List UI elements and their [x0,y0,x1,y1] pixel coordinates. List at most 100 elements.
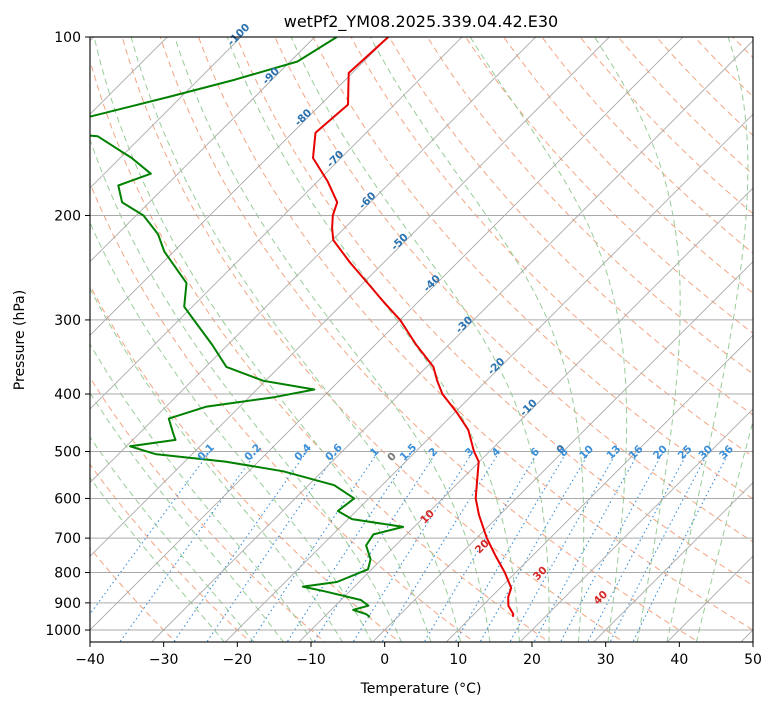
dry-adiabat-line [90,463,252,642]
dry-adiabat-line [503,37,753,294]
mixing-ratio-label: 3 [463,446,477,460]
dewpoint-profile-line [90,37,405,618]
isotherm-line [224,113,753,642]
isotherm-line [90,37,242,189]
isotherm-label: -70 [325,148,347,170]
x-axis-label: Temperature (°C) [360,681,482,697]
isotherm-line [90,37,316,263]
isotherm-line [150,40,753,642]
isotherm-line [445,334,753,642]
plot-frame [89,36,754,643]
mixing-ratio-line [90,451,211,616]
x-tick-label: 40 [670,652,688,668]
moist-adiabat-line [90,436,255,642]
mixing-ratio-label: 20 [651,443,670,462]
moist-adiabat-line [90,287,343,642]
dry-adiabat-line [617,37,753,176]
moist-adiabat-line [93,37,432,642]
x-tick-label: −40 [75,652,105,668]
dry-adiabat-line [771,37,775,645]
mixing-ratio-label: 25 [676,443,695,462]
dry-adiabat-line [236,37,753,587]
y-tick-label: 800 [54,566,81,582]
isotherm-line [90,37,684,631]
isotherm-label: -90 [260,65,282,87]
dry-adiabat-line [198,37,753,631]
moist-adiabat-line [369,37,585,642]
dry-adiabat-line [90,376,326,642]
mixing-ratio-line [423,451,539,642]
profile-series [90,37,515,618]
mixing-ratio-label: 30 [696,443,715,462]
isotherm-line [90,37,389,336]
dry-adiabat-line [388,37,753,416]
moist-adiabat-line [174,37,491,642]
mixing-ratio-label: 10 [577,443,596,462]
dry-adiabat-line [312,37,753,500]
isotherm-label: -100 [225,21,252,48]
mixing-ratio-label: 0.2 [242,442,264,464]
mixing-ratio-label: 1 [368,446,382,460]
x-tick-label: −30 [149,652,179,668]
mixing-ratio-label: 36 [717,443,736,462]
isotherm-line [90,37,610,557]
y-tick-label: 500 [54,444,81,460]
mixing-ratio-line [381,451,501,642]
y-tick-label: 300 [54,313,81,329]
moist-adiabat-line [594,37,681,642]
mixing-ratio-line [206,451,339,642]
y-ticks: 100 200 300 400 500 600 700 800 900 1000 [45,30,90,639]
isotherm-label: -50 [389,231,411,253]
mixing-ratio-line [559,451,664,642]
isotherm-line [90,37,537,484]
moist-adiabat-line [130,37,461,642]
mixing-ratio-label: 8 [557,446,571,460]
moist-adiabat-line [90,392,284,642]
mixing-ratio-label: 0.4 [292,442,314,464]
pressure-gridlines [90,37,753,631]
moist-adiabat-line [90,477,225,642]
moist-adiabat-line [469,37,628,642]
moist-adiabat-line [90,221,373,642]
y-tick-label: 1000 [45,623,81,639]
mixing-ratio-line [352,451,474,642]
dry-adiabat-line [426,37,753,375]
x-tick-label: −10 [296,652,326,668]
moist-adiabat-label: 10 [418,508,437,527]
mixing-ratio-line [609,451,710,642]
isotherm-line [90,37,463,410]
mixing-ratio-line [286,451,413,642]
mixing-ratio-line [313,451,438,642]
y-tick-label: 900 [54,596,81,612]
mixing-ratio-line [454,451,568,642]
y-tick-label: 400 [54,387,81,403]
x-tick-label: −20 [223,652,253,668]
moist-adiabat-line [226,37,520,642]
isotherm-line [519,408,753,642]
isotherm-line [298,187,753,642]
moist-adiabat-line [695,419,753,642]
x-tick-label: 10 [449,652,467,668]
x-ticks: −40 −30 −20 −10 0 10 20 30 40 50 [75,642,762,668]
mixing-ratio-label: 1.5 [398,442,420,464]
y-tick-label: 200 [54,209,81,225]
mixing-ratio-label: 6 [528,446,542,460]
dry-adiabat-line [465,37,753,334]
mixing-ratio-label: 13 [605,443,624,462]
isotherm-line [592,481,753,642]
isotherms [90,37,753,642]
temperature-profile-line [312,37,515,617]
isotherm-label: -40 [421,273,443,295]
y-tick-label: 100 [54,30,81,46]
isotherm-label: -60 [357,190,379,212]
moist-adiabats [90,37,753,642]
isotherm-label: -80 [292,107,314,129]
moist-adiabat-line [90,138,402,642]
isotherm-label: 0 [385,450,399,464]
dry-adiabat-line [350,37,753,458]
y-tick-label: 600 [54,491,81,507]
x-tick-label: 50 [744,652,762,668]
moist-adiabat-label: 30 [531,564,550,583]
